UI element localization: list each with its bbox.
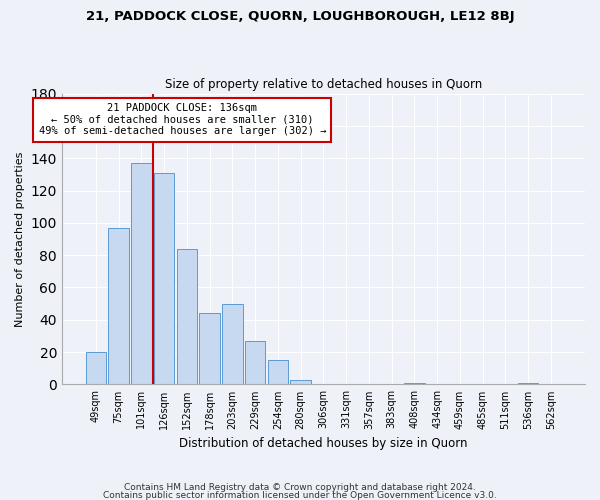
Text: 21, PADDOCK CLOSE, QUORN, LOUGHBOROUGH, LE12 8BJ: 21, PADDOCK CLOSE, QUORN, LOUGHBOROUGH, …	[86, 10, 514, 23]
Bar	[86, 352, 106, 384]
Bar	[404, 383, 425, 384]
Y-axis label: Number of detached properties: Number of detached properties	[15, 152, 25, 326]
Bar	[199, 314, 220, 384]
Bar	[109, 228, 129, 384]
Text: Contains public sector information licensed under the Open Government Licence v3: Contains public sector information licen…	[103, 491, 497, 500]
Bar	[245, 341, 265, 384]
Bar	[131, 163, 152, 384]
Title: Size of property relative to detached houses in Quorn: Size of property relative to detached ho…	[165, 78, 482, 91]
Text: Contains HM Land Registry data © Crown copyright and database right 2024.: Contains HM Land Registry data © Crown c…	[124, 484, 476, 492]
Bar	[177, 248, 197, 384]
Bar	[268, 360, 288, 384]
X-axis label: Distribution of detached houses by size in Quorn: Distribution of detached houses by size …	[179, 437, 468, 450]
Bar	[290, 380, 311, 384]
Bar	[222, 304, 242, 384]
Text: 21 PADDOCK CLOSE: 136sqm
← 50% of detached houses are smaller (310)
49% of semi-: 21 PADDOCK CLOSE: 136sqm ← 50% of detach…	[38, 104, 326, 136]
Bar	[154, 172, 175, 384]
Bar	[518, 383, 538, 384]
